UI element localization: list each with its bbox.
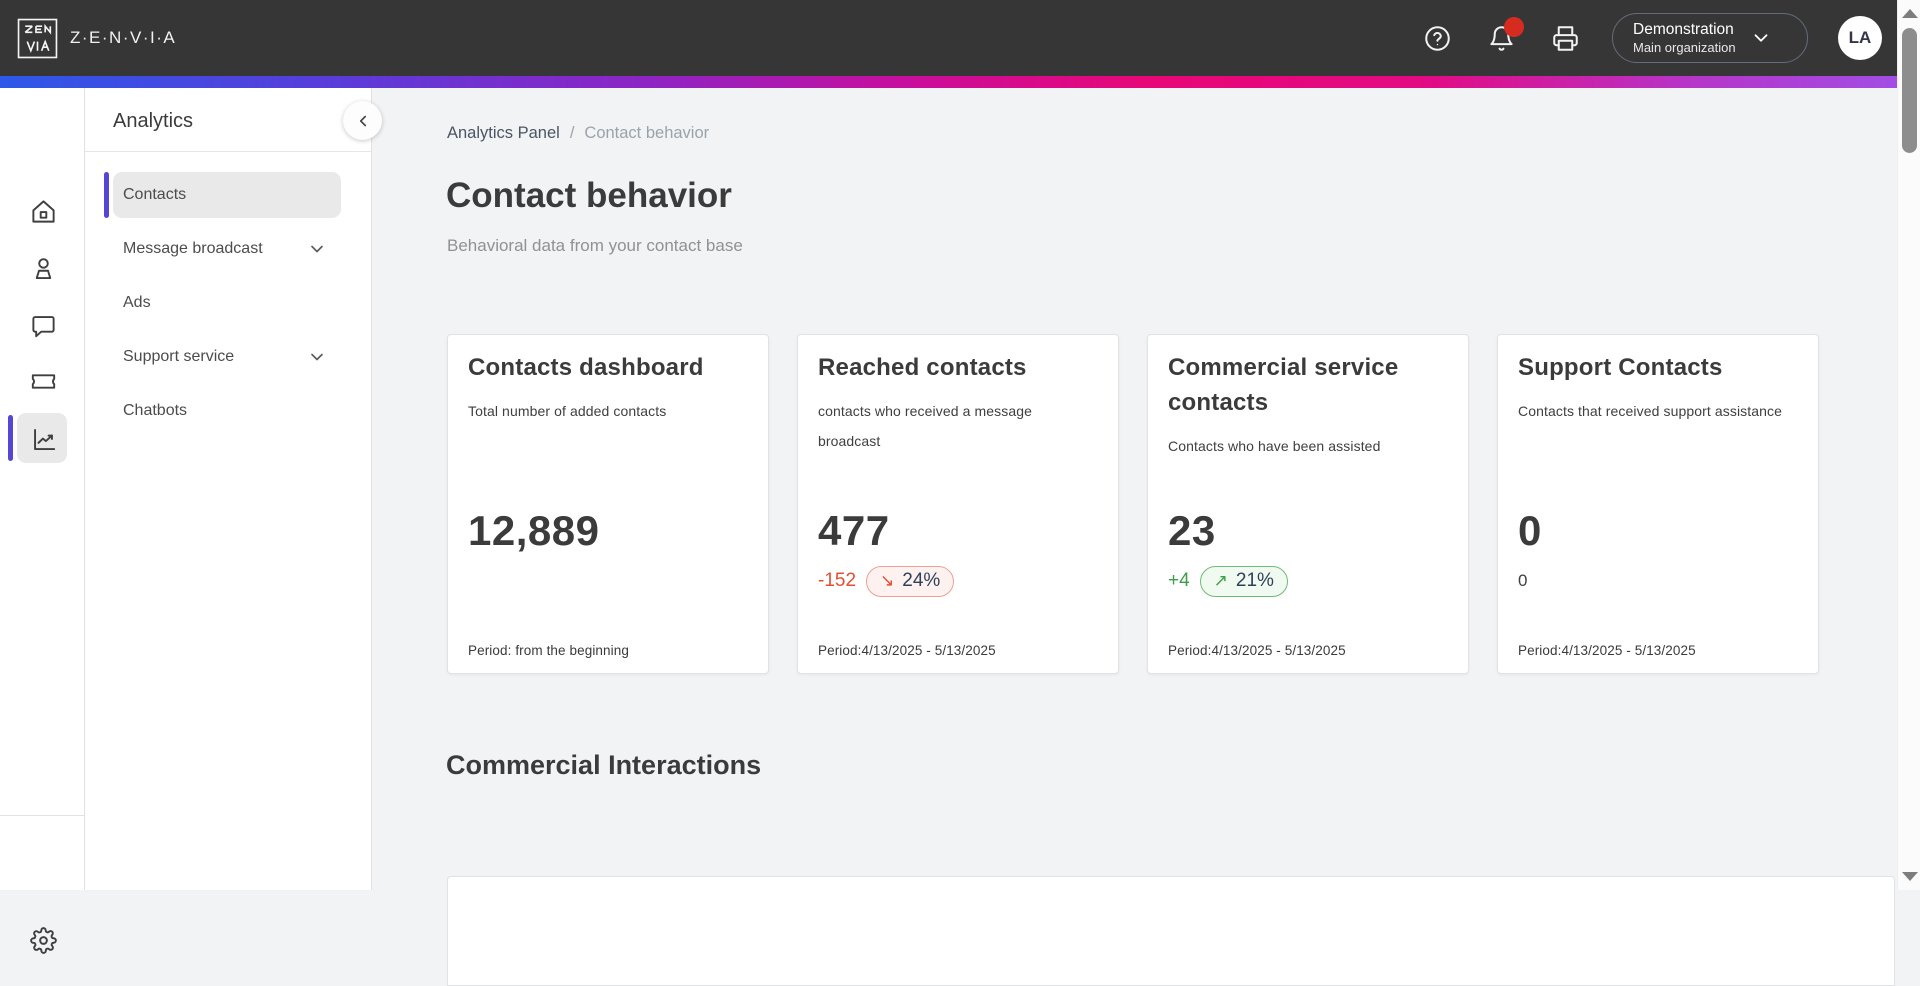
notifications-button[interactable] xyxy=(1484,17,1524,55)
card-delta: 0 xyxy=(1518,565,1527,597)
ticket-icon xyxy=(31,373,55,389)
delta-value: +4 xyxy=(1168,570,1190,591)
zenvia-logo-icon xyxy=(17,18,58,58)
sidebar-item-home[interactable] xyxy=(29,197,57,225)
percent-badge: ↘ 24% xyxy=(866,565,955,597)
sidebar-item-contacts[interactable] xyxy=(29,254,57,282)
organization-name: Demonstration xyxy=(1633,21,1734,39)
organization-switcher[interactable]: Demonstration Main organization xyxy=(1612,13,1808,63)
panel-divider xyxy=(85,151,371,152)
panel-title: Analytics xyxy=(113,110,194,132)
sidebar-item-analytics[interactable] xyxy=(29,425,57,453)
collapse-panel-button[interactable] xyxy=(343,101,382,140)
card-delta: -152 ↘ 24% xyxy=(818,565,955,597)
home-icon xyxy=(31,199,55,223)
card-period: Period:4/13/2025 - 5/13/2025 xyxy=(818,643,996,658)
panel-menu: Contacts Message broadcast Ads Support s… xyxy=(85,172,371,442)
card-description: Contacts who have been assisted xyxy=(1168,437,1381,454)
notification-badge xyxy=(1504,17,1524,37)
main-content: Analytics Panel / Contact behavior Conta… xyxy=(372,88,1897,986)
analytics-panel: Analytics Contacts Message broadcast Ads… xyxy=(85,88,382,890)
card-reached-contacts: Reached contacts contacts who received a… xyxy=(797,334,1119,674)
card-support-contacts: Support Contacts Contacts that received … xyxy=(1497,334,1819,674)
bell-icon xyxy=(1489,25,1513,51)
sidebar-item-campaigns[interactable] xyxy=(29,367,57,395)
avatar-initials: LA xyxy=(1848,28,1872,47)
section-heading-commercial-interactions: Commercial Interactions xyxy=(446,750,762,780)
card-delta: +4 ↗ 21% xyxy=(1168,565,1288,597)
commercial-interactions-card xyxy=(447,876,1895,986)
line-chart-icon xyxy=(33,428,55,450)
trend-up-icon: ↗ xyxy=(1213,571,1228,590)
scrollbar-thumb[interactable] xyxy=(1902,28,1917,153)
panel-item-label: Contacts xyxy=(123,186,187,203)
card-title: Commercial service contacts xyxy=(1168,354,1399,416)
card-value: 0 xyxy=(1518,507,1542,554)
breadcrumb-current: Contact behavior xyxy=(584,124,710,142)
icon-rail xyxy=(0,88,85,954)
brand-name: Z·E·N·V·I·A xyxy=(70,28,177,47)
delta-value: -152 xyxy=(818,570,857,591)
card-period: Period:4/13/2025 - 5/13/2025 xyxy=(1518,643,1696,658)
scroll-up-arrow-icon[interactable] xyxy=(1902,9,1918,18)
breadcrumb-parent-link[interactable]: Analytics Panel xyxy=(447,124,560,142)
scroll-down-arrow-icon[interactable] xyxy=(1902,872,1918,881)
panel-item-label: Message broadcast xyxy=(123,240,263,257)
selected-indicator xyxy=(104,172,109,218)
chevron-down-icon xyxy=(311,353,323,361)
breadcrumb-separator: / xyxy=(569,124,575,142)
brand-gradient-bar xyxy=(0,76,1920,88)
kpi-cards-row: Contacts dashboard Total number of added… xyxy=(447,334,1819,674)
help-button[interactable] xyxy=(1420,21,1454,55)
card-title: Reached contacts xyxy=(818,354,1027,381)
card-period: Period:4/13/2025 - 5/13/2025 xyxy=(1168,643,1346,658)
avatar[interactable]: LA xyxy=(1838,16,1882,60)
card-commercial-service-contacts: Commercial service contacts Contacts who… xyxy=(1147,334,1469,674)
rail-divider xyxy=(0,815,85,816)
card-title: Support Contacts xyxy=(1518,354,1723,381)
printer-icon xyxy=(1552,25,1578,51)
card-description: Total number of added contacts xyxy=(468,402,667,419)
sidebar-item-settings[interactable] xyxy=(29,926,57,954)
delta-value: 0 xyxy=(1518,571,1528,590)
gear-icon xyxy=(29,926,57,954)
chat-bubble-icon xyxy=(31,315,55,337)
chevron-down-icon xyxy=(311,245,323,253)
breadcrumb: Analytics Panel / Contact behavior xyxy=(447,124,709,143)
panel-item-label: Chatbots xyxy=(123,402,188,419)
card-value: 23 xyxy=(1168,507,1216,554)
page-scrollbar[interactable] xyxy=(1897,0,1920,890)
chevron-left-icon xyxy=(359,115,366,126)
brand: Z·E·N·V·I·A xyxy=(17,18,176,59)
print-button[interactable] xyxy=(1548,21,1582,55)
card-contacts-dashboard: Contacts dashboard Total number of added… xyxy=(447,334,769,674)
card-period: Period: from the beginning xyxy=(468,643,629,658)
person-icon xyxy=(35,257,51,279)
sidebar-item-conversations[interactable] xyxy=(29,311,57,339)
topbar: Z·E·N·V·I·A Demonstrat xyxy=(0,0,1920,76)
percent-badge: ↗ 21% xyxy=(1199,565,1288,597)
percent-value: 24% xyxy=(902,570,941,591)
panel-item-label: Support service xyxy=(123,348,235,365)
help-icon xyxy=(1424,25,1450,51)
panel-item-chatbots[interactable]: Chatbots xyxy=(113,388,341,434)
card-value: 477 xyxy=(818,507,890,554)
percent-value: 21% xyxy=(1235,570,1274,591)
panel-item-support-service[interactable]: Support service xyxy=(113,334,341,380)
chevron-down-icon xyxy=(1754,34,1768,42)
card-value: 12,889 xyxy=(468,507,600,554)
page-subtitle: Behavioral data from your contact base xyxy=(447,236,743,255)
card-description: Contacts that received support assistanc… xyxy=(1518,402,1783,419)
trend-down-icon: ↘ xyxy=(880,571,895,590)
card-description: contacts who received a message broadcas… xyxy=(818,402,1032,449)
organization-detail: Main organization xyxy=(1633,39,1736,55)
rail-selected-indicator xyxy=(8,415,13,461)
panel-item-contacts[interactable]: Contacts xyxy=(104,172,341,218)
panel-item-ads[interactable]: Ads xyxy=(113,280,341,326)
panel-item-label: Ads xyxy=(123,294,151,311)
page-title: Contact behavior xyxy=(446,176,732,215)
panel-item-message-broadcast[interactable]: Message broadcast xyxy=(113,226,341,272)
card-title: Contacts dashboard xyxy=(468,354,704,381)
